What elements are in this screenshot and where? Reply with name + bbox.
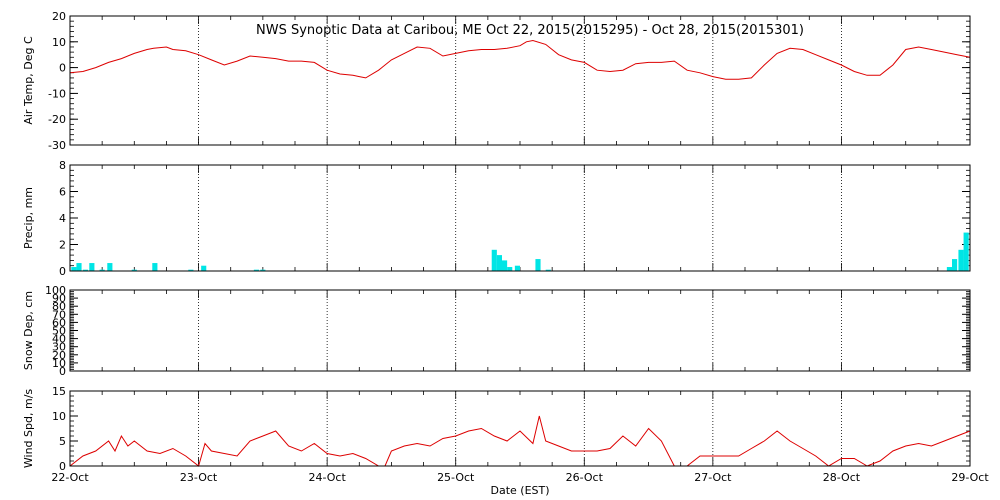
y-axis-label: Wind Spd, m/s [22, 389, 35, 469]
y-tick-label: 20 [52, 10, 66, 23]
precip-bar [514, 265, 520, 271]
precip-bar [507, 267, 513, 271]
y-tick-label: 90 [52, 292, 66, 305]
x-tick-label: 23-Oct [180, 471, 218, 484]
y-tick-label: 0 [59, 265, 66, 278]
precip-bar [89, 263, 95, 271]
precip-bar [496, 255, 502, 271]
y-tick-label: 8 [59, 159, 66, 172]
y-tick-label: 50 [52, 325, 66, 338]
y-tick-label: 10 [52, 36, 66, 49]
y-tick-label: 10 [52, 410, 66, 423]
y-axis-label: Snow Dep, cm [22, 291, 35, 370]
panel-frame [69, 164, 971, 272]
precip-bar [946, 267, 952, 271]
x-tick-label: 27-Oct [694, 471, 732, 484]
precip-bar [491, 249, 497, 271]
precip-bar [82, 269, 88, 271]
y-tick-label: 100 [45, 284, 66, 297]
precip-bar [99, 269, 105, 271]
wind-line [69, 415, 971, 467]
precip-bar [107, 263, 113, 271]
y-axis-label: Air Temp, Deg C [22, 36, 35, 125]
panel-0: -30 -20 -10 0 10 20 Air Temp, Deg C [22, 10, 971, 152]
y-tick-label: -30 [48, 139, 66, 152]
y-tick-label: 60 [52, 316, 66, 329]
y-tick-label: 80 [52, 300, 66, 313]
precip-bar [71, 267, 77, 271]
panel-frame [69, 390, 971, 467]
y-tick-label: 2 [59, 239, 66, 252]
y-tick-label: 0 [59, 460, 66, 473]
precip-bar [535, 259, 541, 271]
x-axis-label: Date (EST) [490, 484, 549, 497]
x-tick-label: 26-Oct [566, 471, 604, 484]
y-tick-label: 20 [52, 349, 66, 362]
y-tick-label: 5 [59, 435, 66, 448]
x-tick-label: 25-Oct [437, 471, 475, 484]
chart-title: NWS Synoptic Data at Caribou, ME Oct 22,… [256, 23, 804, 38]
panel-1: 0 2 4 6 8 Precip, mm [22, 159, 971, 278]
precip-bar [131, 269, 137, 271]
precip-bar [502, 260, 508, 271]
precip-bar [260, 269, 266, 271]
y-tick-label: 70 [52, 308, 66, 321]
precip-bar [253, 269, 259, 271]
temp-line [69, 39, 971, 80]
y-tick-label: -10 [48, 87, 66, 100]
x-tick-label: 22-Oct [51, 471, 89, 484]
x-tick-label: 28-Oct [823, 471, 861, 484]
precip-bar [188, 269, 194, 271]
panel-frame [69, 15, 971, 146]
y-tick-label: 30 [52, 341, 66, 354]
precip-bar [963, 232, 969, 271]
y-tick-label: 15 [52, 385, 66, 398]
x-tick-label: 24-Oct [308, 471, 346, 484]
y-tick-label: -20 [48, 113, 66, 126]
y-tick-label: 40 [52, 333, 66, 346]
y-axis-label: Precip, mm [22, 187, 35, 249]
precip-bar [958, 249, 964, 271]
precip-bar [201, 265, 207, 271]
y-tick-label: 6 [59, 186, 66, 199]
x-tick-label: 29-Oct [951, 471, 989, 484]
y-tick-label: 0 [59, 365, 66, 378]
y-tick-label: 10 [52, 357, 66, 370]
precip-bar [76, 263, 82, 271]
y-tick-label: 4 [59, 212, 66, 225]
precip-bar [952, 259, 958, 271]
precip-bar [545, 269, 551, 271]
x-tick-labels: 22-Oct 23-Oct 24-Oct 25-Oct 26-Oct 27-Oct 28-O… [51, 471, 989, 484]
y-tick-label: 0 [59, 62, 66, 75]
precip-bar [152, 263, 158, 271]
panel-frame [69, 289, 971, 372]
panel-3: 0 5 10 15 Wind Spd, m/s [22, 385, 971, 473]
